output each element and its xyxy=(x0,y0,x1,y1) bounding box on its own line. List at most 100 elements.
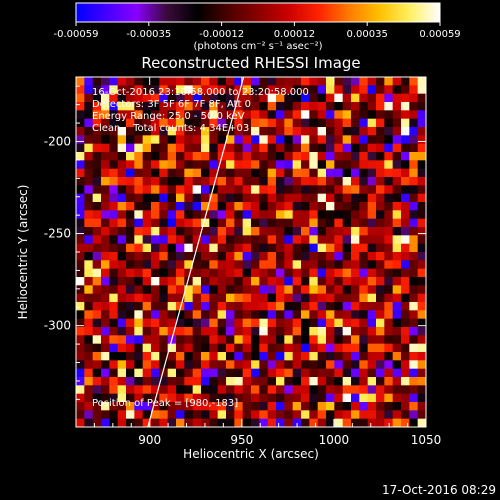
heatmap-cell xyxy=(109,352,119,361)
heatmap-cell xyxy=(292,227,302,236)
heatmap-cell xyxy=(267,335,277,345)
heatmap-cell xyxy=(367,118,377,128)
heatmap-cell xyxy=(401,385,410,395)
heatmap-cell xyxy=(226,202,235,211)
heatmap-cell xyxy=(334,293,344,303)
heatmap-cell xyxy=(284,177,294,186)
heatmap-cell xyxy=(217,343,227,353)
heatmap-cell xyxy=(334,277,344,286)
heatmap-cell xyxy=(184,268,194,278)
heatmap-cell xyxy=(409,310,419,320)
heatmap-cell xyxy=(234,318,244,328)
heatmap-cell xyxy=(117,77,127,86)
heatmap-cell xyxy=(401,393,410,403)
heatmap-cell xyxy=(292,135,302,145)
heatmap-cell xyxy=(351,160,360,170)
heatmap-cell xyxy=(376,152,385,161)
heatmap-cell xyxy=(117,293,127,303)
heatmap-cell xyxy=(351,402,360,411)
heatmap-cell xyxy=(117,243,127,253)
heatmap-cell xyxy=(92,185,102,195)
heatmap-cell xyxy=(226,118,235,128)
heatmap-cell xyxy=(159,293,169,303)
heatmap-cell xyxy=(201,352,210,361)
heatmap-cell xyxy=(351,318,360,328)
heatmap-cell xyxy=(176,268,185,278)
heatmap-cell xyxy=(376,135,385,145)
heatmap-cell xyxy=(159,252,169,261)
heatmap-cell xyxy=(367,252,377,261)
heatmap-cell xyxy=(276,168,285,178)
heatmap-cell xyxy=(184,318,194,328)
heatmap-cell xyxy=(384,143,394,153)
heatmap-cell xyxy=(101,393,110,403)
heatmap-cell xyxy=(326,318,335,328)
heatmap-cell xyxy=(251,393,260,403)
heatmap-cell xyxy=(292,93,302,103)
heatmap-cell xyxy=(317,360,327,370)
heatmap-cell xyxy=(134,343,144,353)
heatmap-cell xyxy=(367,235,377,245)
heatmap-cell xyxy=(284,102,294,111)
heatmap-cell xyxy=(151,193,160,203)
heatmap-cell xyxy=(92,118,102,128)
heatmap-cell xyxy=(401,193,410,203)
heatmap-cell xyxy=(342,118,352,128)
heatmap-cell xyxy=(359,185,369,195)
heatmap-cell xyxy=(376,235,385,245)
heatmap-cell xyxy=(392,268,402,278)
heatmap-cell xyxy=(226,243,235,253)
heatmap-cell xyxy=(84,410,94,420)
heatmap-cell xyxy=(159,193,169,203)
heatmap-cell xyxy=(159,377,169,386)
heatmap-cell xyxy=(292,177,302,186)
heatmap-cell xyxy=(376,402,385,411)
heatmap-cell xyxy=(142,110,152,120)
heatmap-cell xyxy=(201,185,210,195)
heatmap-cell xyxy=(117,210,127,220)
heatmap-cell xyxy=(176,352,185,361)
heatmap-cell xyxy=(234,102,244,111)
heatmap-cell xyxy=(351,243,360,253)
heatmap-cell xyxy=(409,252,419,261)
colorbar-tick-label: 0.00059 xyxy=(419,29,460,40)
heatmap-cell xyxy=(101,418,110,427)
heatmap-cell xyxy=(217,160,227,170)
heatmap-cell xyxy=(192,418,202,427)
heatmap-cell xyxy=(267,143,277,153)
heatmap-cell xyxy=(192,310,202,320)
heatmap-cell xyxy=(326,360,335,370)
heatmap-cell xyxy=(142,177,152,186)
heatmap-cell xyxy=(101,302,110,311)
heatmap-cell xyxy=(326,118,335,128)
heatmap-cell xyxy=(292,418,302,427)
heatmap-cell xyxy=(209,135,219,145)
heatmap-cell xyxy=(409,285,419,295)
heatmap-cell xyxy=(84,143,94,153)
heatmap-cell xyxy=(176,110,185,120)
heatmap-cell xyxy=(109,402,119,411)
heatmap-cell xyxy=(251,143,260,153)
heatmap-cell xyxy=(292,210,302,220)
heatmap-cell xyxy=(342,385,352,395)
heatmap-cell xyxy=(392,152,402,161)
heatmap-cell xyxy=(84,110,94,120)
heatmap-cell xyxy=(342,343,352,353)
heatmap-cell xyxy=(342,93,352,103)
heatmap-cell xyxy=(309,102,319,111)
heatmap-cell xyxy=(392,260,402,270)
heatmap-cell xyxy=(376,418,385,427)
heatmap-cell xyxy=(392,385,402,395)
heatmap-cell xyxy=(101,185,110,195)
heatmap-cell xyxy=(276,410,285,420)
heatmap-cell xyxy=(342,260,352,270)
heatmap-cell xyxy=(151,102,160,111)
heatmap-cell xyxy=(284,110,294,120)
heatmap-cell xyxy=(359,310,369,320)
heatmap-cell xyxy=(192,210,202,220)
heatmap-cell xyxy=(267,77,277,86)
heatmap-cell xyxy=(92,268,102,278)
heatmap-cell xyxy=(384,377,394,386)
heatmap-cell xyxy=(226,293,235,303)
heatmap-cell xyxy=(134,118,144,128)
